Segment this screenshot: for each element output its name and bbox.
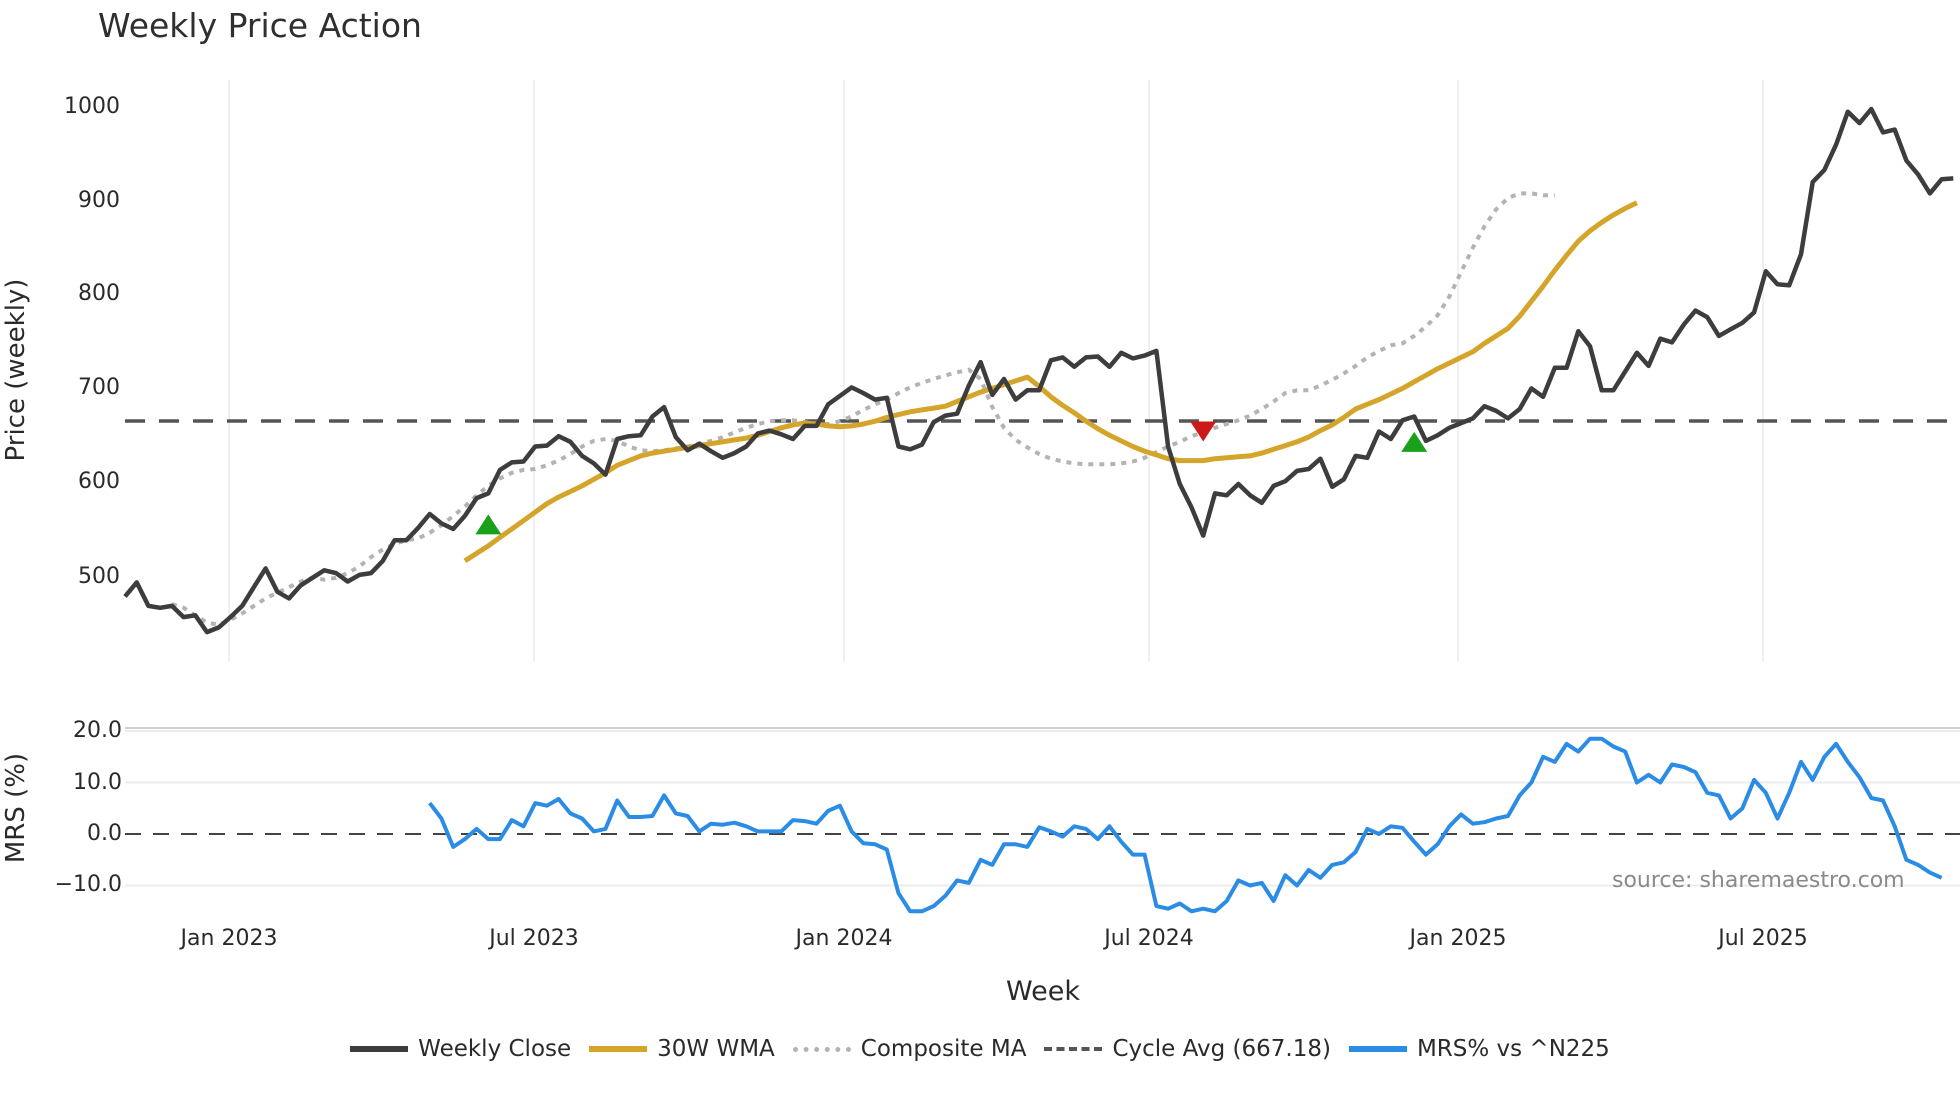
legend-composite-ma[interactable]: Composite MA bbox=[792, 1036, 1027, 1062]
composite-ma-series bbox=[171, 191, 1555, 627]
legend-cycle-avg[interactable]: Cycle Avg (667.18) bbox=[1044, 1036, 1331, 1062]
mrs-tick-10: 10.0 bbox=[73, 770, 122, 795]
legend-30w-wma[interactable]: 30W WMA bbox=[589, 1036, 775, 1062]
legend-label: Composite MA bbox=[860, 1036, 1027, 1062]
legend-mrs[interactable]: MRS% vs ^N225 bbox=[1348, 1036, 1610, 1062]
dotted-line-swatch-icon bbox=[792, 1046, 851, 1052]
solid-line-swatch-icon bbox=[1348, 1046, 1407, 1052]
price-axis-label: Price (weekly) bbox=[1, 278, 31, 462]
dashed-line-swatch-icon bbox=[1044, 1047, 1103, 1051]
legend-weekly-close[interactable]: Weekly Close bbox=[350, 1036, 571, 1062]
price-tick-800: 800 bbox=[78, 281, 120, 306]
sell-signal-triangle-down-icon bbox=[1190, 421, 1217, 442]
price-tick-600: 600 bbox=[78, 469, 120, 494]
solid-line-swatch-icon bbox=[589, 1046, 648, 1052]
x-tick-jul-2023: Jul 2023 bbox=[489, 926, 579, 951]
mrs-tick-20: 20.0 bbox=[73, 718, 122, 743]
mrs-vs-n225-series bbox=[428, 736, 1943, 914]
chart-title: Weekly Price Action bbox=[98, 6, 422, 45]
x-tick-jan-2023: Jan 2023 bbox=[180, 926, 278, 951]
legend-label: Weekly Close bbox=[418, 1036, 572, 1062]
weekly-close-series bbox=[123, 106, 1954, 635]
buy-signal-triangle-up-icon bbox=[1401, 431, 1428, 452]
price-tick-900: 900 bbox=[78, 188, 120, 213]
legend-label: 30W WMA bbox=[657, 1036, 775, 1062]
x-tick-jul-2025: Jul 2025 bbox=[1718, 926, 1808, 951]
x-tick-jan-2025: Jan 2025 bbox=[1409, 926, 1507, 951]
solid-line-swatch-icon bbox=[350, 1046, 409, 1052]
legend-label: MRS% vs ^N225 bbox=[1416, 1036, 1610, 1062]
x-tick-jan-2024: Jan 2024 bbox=[795, 926, 893, 951]
source-annotation: source: sharemaestro.com bbox=[1612, 868, 1905, 893]
mrs-tick-neg10: −10.0 bbox=[54, 872, 122, 897]
price-tick-500: 500 bbox=[78, 564, 120, 589]
price-tick-700: 700 bbox=[78, 375, 120, 400]
chart-legend: Weekly Close 30W WMA Composite MA Cycle … bbox=[0, 1036, 1960, 1062]
mrs-tick-0: 0.0 bbox=[87, 821, 122, 846]
legend-label: Cycle Avg (667.18) bbox=[1112, 1036, 1331, 1062]
x-tick-jul-2024: Jul 2024 bbox=[1104, 926, 1194, 951]
30w-wma-series bbox=[463, 200, 1638, 564]
buy-signal-triangle-up-icon bbox=[475, 514, 502, 535]
price-tick-1000: 1000 bbox=[64, 94, 120, 119]
mrs-axis-label: MRS (%) bbox=[1, 752, 31, 864]
x-axis-label: Week bbox=[1006, 976, 1080, 1007]
